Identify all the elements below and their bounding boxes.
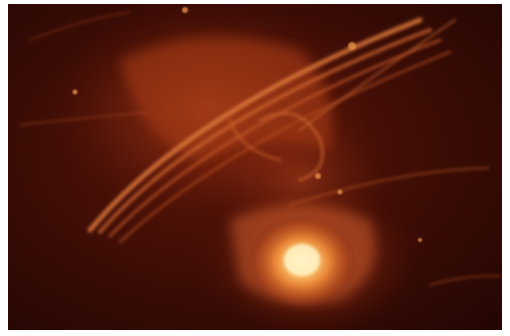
central-core (284, 244, 320, 276)
point-sources (72, 7, 422, 242)
filaments (19, 11, 501, 286)
image-area (8, 4, 502, 330)
